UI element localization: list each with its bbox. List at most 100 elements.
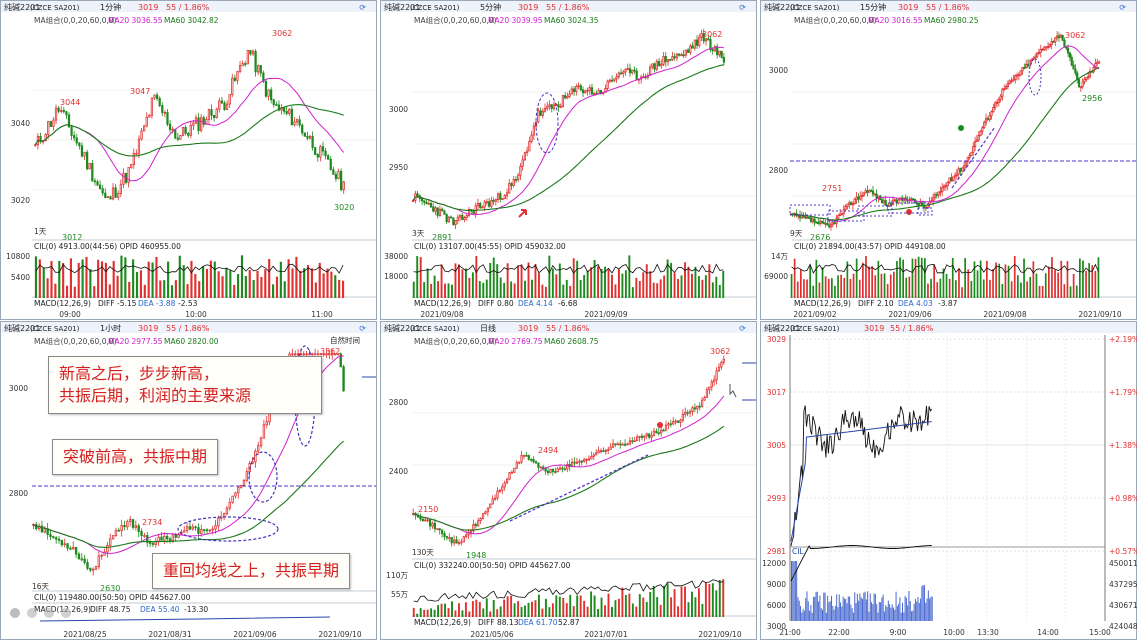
p1-candle	[246, 49, 249, 65]
p1-y-tick: 3040	[11, 119, 30, 128]
p4-candle	[80, 558, 83, 561]
p6-volume-bar	[867, 591, 869, 621]
p3-volume-bar	[821, 267, 824, 298]
p4-candle	[194, 526, 197, 529]
p4-candle	[106, 544, 109, 553]
p3-candle	[806, 217, 809, 219]
p3-box	[857, 205, 893, 217]
p2-candle	[532, 125, 535, 136]
p5-volume-bar	[583, 600, 586, 617]
p4-dea: DEA 55.40	[140, 605, 180, 614]
forward-icon[interactable]	[43, 608, 54, 618]
p4-highlight-circle	[248, 451, 278, 503]
p2-candle	[631, 69, 634, 74]
p2-volume-bar	[642, 272, 645, 298]
p2-volume-bar	[614, 284, 617, 298]
p5-price: 3019	[518, 324, 538, 333]
p1-volume-bar	[322, 273, 325, 298]
p5-volume-bar	[579, 595, 582, 617]
p5-volume-bar	[597, 608, 600, 617]
p5-candle	[715, 370, 718, 381]
p5-ma20: MA20 2769.75	[488, 337, 543, 346]
p6-volume-bar	[874, 594, 876, 621]
p1-volume-bar	[104, 262, 107, 298]
p1-macd-label: MACD(12,26,9)	[34, 299, 91, 308]
p3-volume-bar	[1088, 263, 1091, 298]
p3-candle	[1048, 44, 1051, 47]
p1-diff: DIFF -5.15	[98, 299, 137, 308]
chart-panel-1min[interactable]: 纯碱2201 (CZCE SA201) 1分钟 3019 55 / 1.86% ⟳ MA组合…	[0, 0, 377, 320]
p1-volume-bar	[81, 259, 84, 298]
p6-volume-bar	[797, 597, 799, 621]
volume-icon[interactable]	[60, 608, 71, 618]
p5-candle	[530, 458, 533, 461]
chart-panel-15min[interactable]: 纯碱2201 (CZCE SA201) 15分钟 3019 55 / 1.86% ⟳ MA组…	[760, 0, 1137, 320]
p2-volume-bar	[527, 262, 530, 298]
p3-highlight-circle	[1028, 58, 1042, 96]
chart-5min-svg: 纯碱2201(CZCE SA201) 5分钟 3019 55 / 1.86% ⟳ MA组合…	[380, 0, 757, 320]
p2-volume-bar	[569, 285, 572, 298]
p5-candle	[578, 460, 581, 463]
p6-avg-line	[790, 421, 932, 542]
p3-volume-bar	[837, 275, 839, 298]
p5-candle	[448, 537, 451, 539]
p1-candle	[290, 108, 293, 126]
chart-panel-timeshare[interactable]: 纯碱2201 (CZCE SA201) 3019 55 / 1.86% 3029 3017…	[760, 321, 1137, 640]
p4-diff: DIFF 48.75	[90, 605, 131, 614]
p2-candle	[467, 209, 471, 216]
p2-candle	[488, 201, 491, 207]
p3-volume-bar	[1051, 257, 1053, 298]
p2-volume-bar	[663, 275, 666, 298]
chart-panel-5min[interactable]: 纯碱2201 (CZCE SA201) 5分钟 3019 55 / 1.86% ⟳ MA组合…	[380, 0, 757, 320]
p2-candle	[521, 159, 524, 167]
p2-volume-bar	[471, 272, 474, 298]
p3-sync-icon: ⟳	[1119, 3, 1126, 12]
p6-vol-tick-left: 6000	[767, 601, 786, 610]
p2-volume-bar	[419, 257, 422, 298]
p5-volume-bar	[684, 586, 686, 617]
chart-panel-daily[interactable]: 纯碱2201 (CZCE SA201) 日线 3019 55 / 1.86% ⟳ MA组合(…	[380, 321, 757, 640]
p1-volume-bar	[65, 285, 69, 298]
p1-volume-bar	[299, 270, 302, 298]
p1-volume-bar	[237, 274, 240, 298]
p1-candle	[295, 119, 299, 123]
p5-candle	[705, 389, 709, 398]
p3-volume-bar	[1091, 265, 1094, 298]
p4-candle	[197, 527, 200, 534]
p3-candle	[893, 199, 896, 202]
p3-oi-tick: 14万	[771, 252, 789, 261]
p5-volume-bar	[711, 583, 714, 617]
p2-volume-bar	[600, 269, 603, 298]
p5-candle	[693, 407, 697, 410]
play-icon[interactable]	[10, 608, 20, 618]
p6-y-tick-right: +1.79%	[1109, 388, 1137, 397]
p3-candle	[1012, 78, 1015, 82]
p5-candle	[720, 361, 723, 368]
playback-controls	[10, 608, 110, 622]
p6-volume-bar	[872, 604, 874, 621]
p3-candle	[875, 193, 878, 199]
p5-candle	[684, 412, 687, 415]
rewind-icon[interactable]	[26, 608, 37, 618]
p6-volume-bar	[860, 597, 862, 621]
p1-volume-bar	[279, 261, 282, 298]
p2-candle	[655, 61, 658, 70]
p6-volume-bar	[896, 606, 898, 621]
p2-candle	[450, 216, 453, 219]
p4-candle	[111, 535, 115, 540]
p3-volume-bar	[1023, 258, 1025, 298]
p1-volume-bar	[318, 262, 321, 298]
p5-candle	[626, 443, 629, 446]
p2-candle	[427, 202, 430, 205]
p5-volume-bar	[586, 606, 589, 617]
p1-candle	[244, 63, 247, 65]
p2-candle	[517, 174, 520, 181]
p3-candle	[1057, 35, 1061, 39]
p2-candle	[678, 53, 681, 56]
p3-candle	[882, 200, 886, 204]
p1-candle	[215, 108, 218, 119]
p3-candle	[890, 202, 893, 206]
p3-candle	[911, 198, 915, 201]
p6-volume-bar	[819, 595, 821, 621]
p3-volume-bar	[917, 256, 920, 298]
